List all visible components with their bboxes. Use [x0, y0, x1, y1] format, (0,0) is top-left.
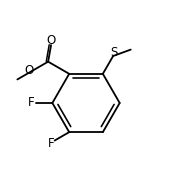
Text: F: F: [28, 96, 35, 109]
Text: F: F: [48, 137, 55, 150]
Text: S: S: [110, 46, 118, 59]
Text: O: O: [46, 34, 56, 47]
Text: O: O: [24, 64, 33, 77]
